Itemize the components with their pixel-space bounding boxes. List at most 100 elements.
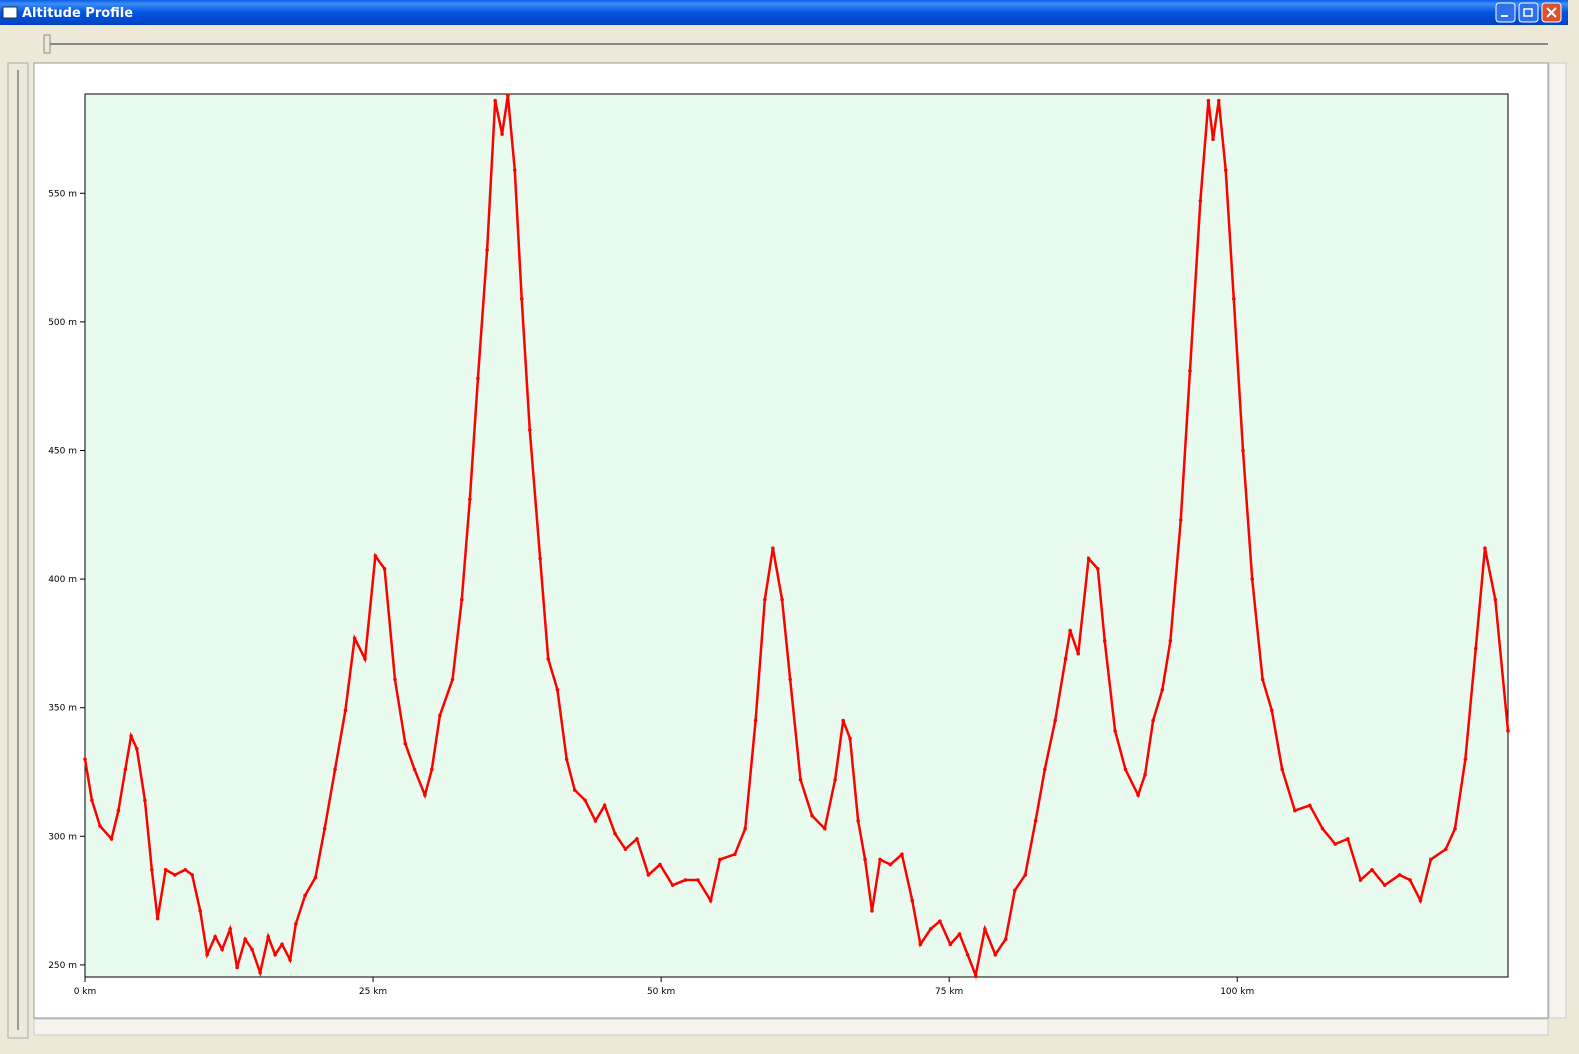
altitude-point bbox=[459, 597, 464, 602]
altitude-point bbox=[322, 826, 327, 831]
altitude-point bbox=[468, 497, 472, 502]
altitude-point bbox=[841, 718, 845, 723]
altitude-point bbox=[1320, 826, 1325, 831]
altitude-point bbox=[957, 932, 962, 936]
altitude-point bbox=[135, 747, 139, 751]
altitude-point bbox=[938, 919, 942, 923]
altitude-point bbox=[527, 428, 532, 432]
altitude-point bbox=[878, 857, 882, 862]
altitude-point bbox=[123, 767, 128, 772]
altitude-point bbox=[163, 867, 168, 872]
altitude-point bbox=[412, 767, 417, 772]
altitude-point bbox=[771, 546, 775, 551]
altitude-point bbox=[1382, 883, 1387, 887]
altitude-point bbox=[373, 554, 378, 558]
altitude-point bbox=[1308, 803, 1312, 808]
altitude-point bbox=[733, 852, 737, 857]
altitude-point bbox=[1231, 296, 1236, 301]
vertical-scrollbar[interactable] bbox=[1548, 62, 1567, 1019]
close-icon bbox=[1546, 7, 1557, 18]
altitude-point bbox=[910, 898, 915, 903]
altitude-point bbox=[848, 736, 852, 741]
altitude-point bbox=[983, 927, 987, 931]
altitude-point bbox=[273, 952, 277, 957]
altitude-point bbox=[1113, 729, 1117, 733]
altitude-point bbox=[213, 934, 218, 939]
horizontal-scrollbar[interactable] bbox=[33, 1018, 1549, 1036]
altitude-point bbox=[1160, 687, 1165, 692]
altitude-point bbox=[1397, 873, 1402, 877]
altitude-point bbox=[143, 798, 147, 803]
y-tick-label: 550 m bbox=[48, 189, 77, 199]
altitude-point bbox=[583, 798, 587, 803]
altitude-point bbox=[1211, 137, 1215, 142]
altitude-point bbox=[613, 831, 617, 836]
altitude-point bbox=[1136, 793, 1140, 797]
y-tick-label: 350 m bbox=[48, 704, 77, 714]
altitude-point bbox=[788, 677, 792, 682]
altitude-point bbox=[1429, 857, 1433, 862]
x-tick-label: 75 km bbox=[935, 987, 963, 997]
altitude-point bbox=[856, 819, 860, 823]
altitude-point bbox=[1063, 657, 1068, 661]
altitude-point bbox=[1333, 842, 1337, 846]
altitude-point bbox=[116, 808, 121, 813]
altitude-point bbox=[948, 942, 953, 947]
altitude-point bbox=[280, 942, 284, 947]
minimize-button[interactable] bbox=[1495, 2, 1516, 23]
altitude-point bbox=[1418, 898, 1423, 903]
altitude-point bbox=[1003, 937, 1008, 941]
altitude-point bbox=[183, 867, 188, 872]
altitude-point bbox=[973, 973, 978, 977]
x-tick-label: 0 km bbox=[74, 987, 97, 997]
altitude-point bbox=[382, 567, 387, 571]
altitude-point bbox=[1216, 98, 1221, 103]
altitude-point bbox=[228, 927, 232, 931]
altitude-point bbox=[190, 873, 194, 877]
altitude-point bbox=[129, 734, 133, 738]
altitude-point bbox=[870, 909, 874, 913]
altitude-point bbox=[258, 970, 262, 975]
altitude-point bbox=[538, 556, 542, 561]
altitude-point bbox=[288, 957, 292, 962]
altitude-point bbox=[718, 857, 722, 862]
x-tick-label: 100 km bbox=[1220, 987, 1254, 997]
altitude-point bbox=[235, 965, 239, 970]
altitude-point bbox=[918, 942, 923, 947]
altitude-point bbox=[83, 757, 87, 761]
altitude-point bbox=[506, 93, 510, 98]
altitude-point bbox=[593, 819, 598, 823]
window-icon bbox=[2, 6, 18, 19]
altitude-point bbox=[1269, 708, 1274, 713]
restore-button[interactable] bbox=[1518, 2, 1539, 23]
altitude-point bbox=[1143, 772, 1147, 777]
altitude-point bbox=[602, 803, 607, 808]
altitude-point bbox=[555, 687, 560, 692]
altitude-point bbox=[888, 862, 893, 867]
title-bar bbox=[0, 0, 1568, 25]
altitude-point bbox=[670, 883, 675, 887]
altitude-point bbox=[1408, 878, 1412, 882]
altitude-point bbox=[743, 826, 748, 831]
altitude-point bbox=[780, 597, 784, 602]
altitude-point bbox=[1086, 556, 1091, 561]
horizontal-slider-thumb[interactable] bbox=[43, 34, 51, 54]
altitude-point bbox=[1198, 199, 1203, 203]
altitude-point bbox=[1076, 651, 1081, 656]
altitude-point bbox=[430, 767, 434, 772]
altitude-point bbox=[572, 788, 577, 792]
altitude-point bbox=[1358, 878, 1363, 882]
y-tick-label: 450 m bbox=[48, 446, 77, 456]
altitude-point bbox=[1443, 847, 1448, 851]
altitude-point bbox=[1473, 646, 1478, 651]
altitude-point bbox=[393, 677, 397, 682]
altitude-point bbox=[863, 857, 867, 862]
altitude-point bbox=[352, 636, 357, 641]
y-tick-label: 300 m bbox=[48, 832, 77, 842]
plot-area bbox=[84, 93, 1509, 978]
altitude-point bbox=[1178, 518, 1183, 522]
altitude-point bbox=[512, 168, 517, 172]
y-tick-label: 400 m bbox=[48, 575, 77, 585]
altitude-point bbox=[250, 947, 254, 952]
